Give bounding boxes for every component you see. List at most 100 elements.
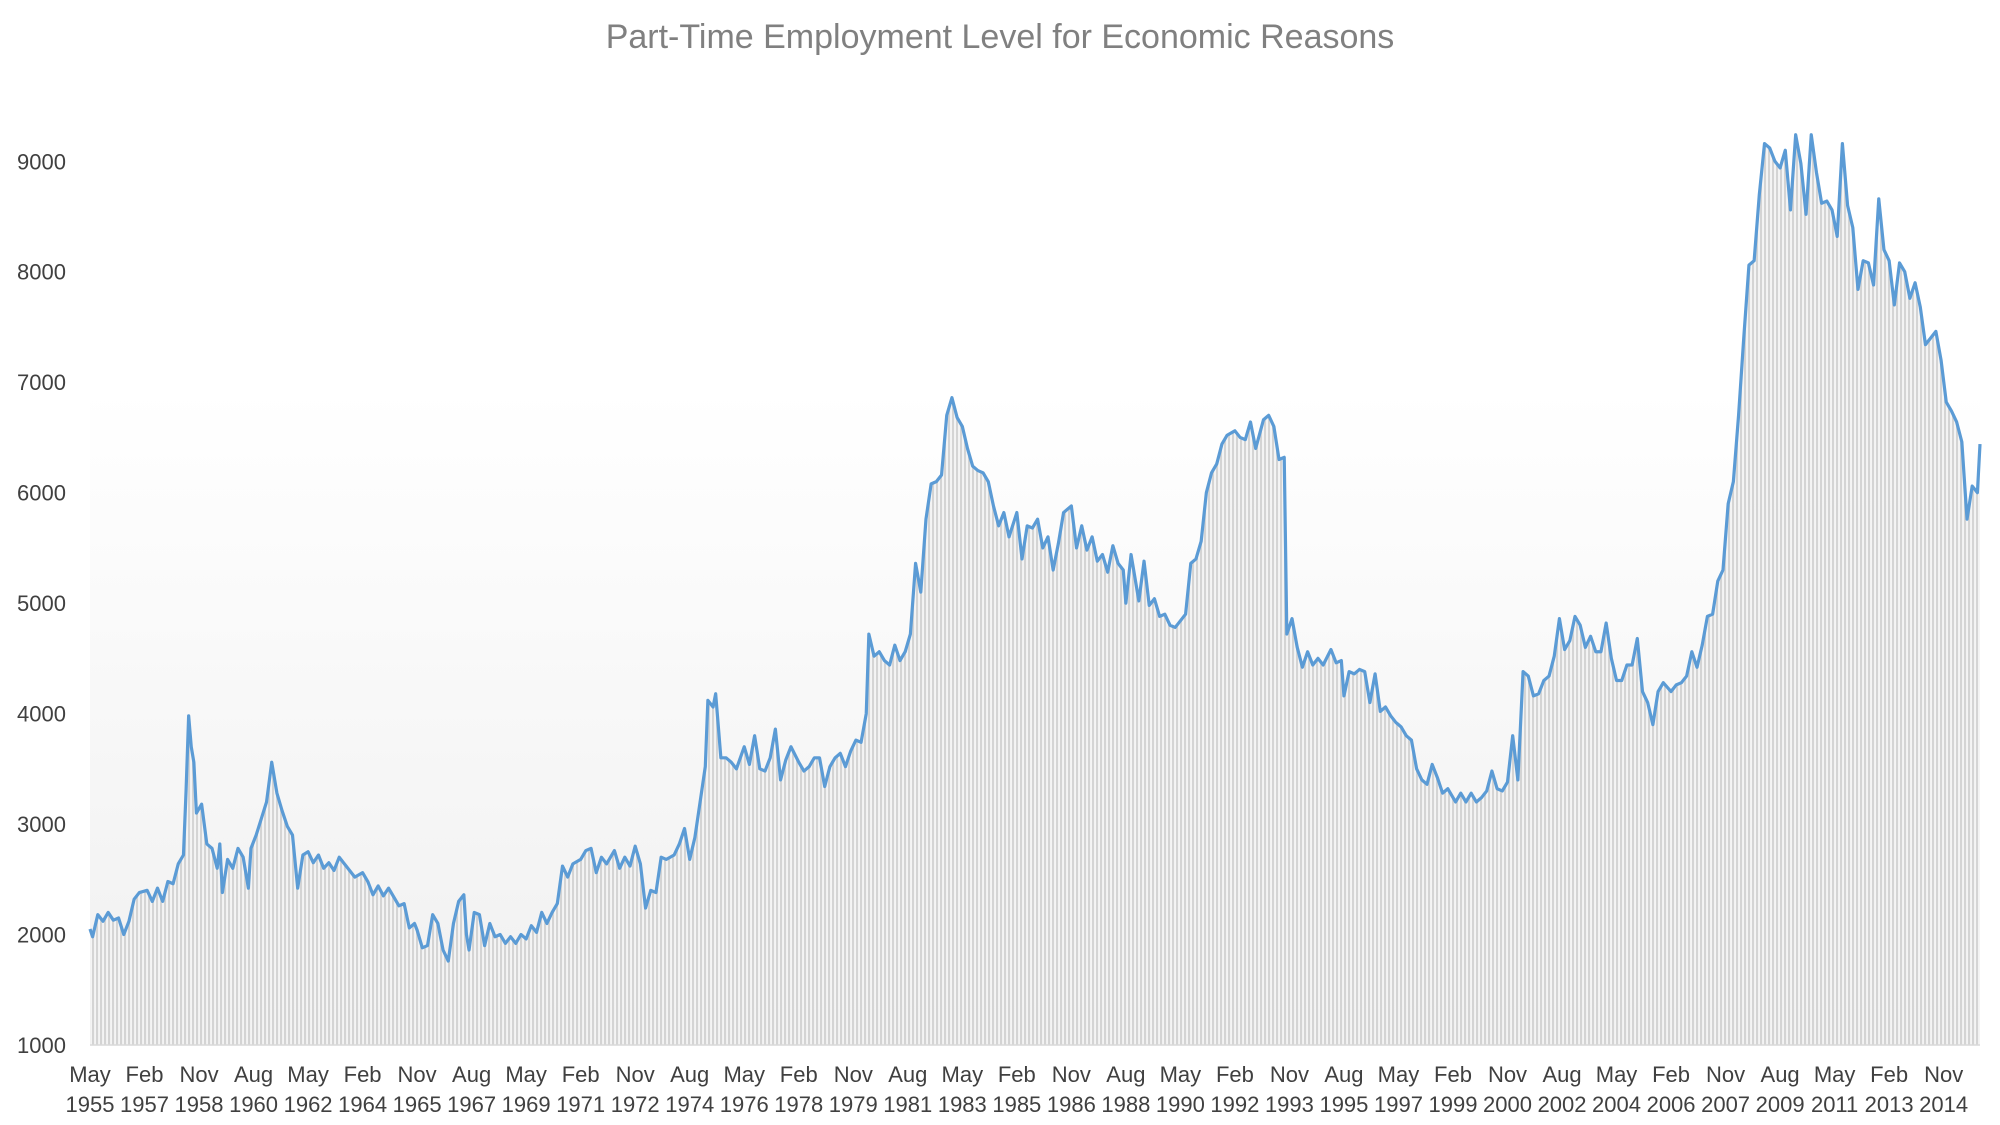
x-tick-label: Feb 1992 [1210, 1062, 1259, 1117]
x-tick-label: May 1997 [1374, 1062, 1423, 1117]
x-tick-year: 2011 [1811, 1092, 1858, 1117]
x-tick-month: Feb [1434, 1062, 1472, 1087]
x-tick-year: 1979 [829, 1092, 878, 1117]
x-tick-year: 1978 [774, 1092, 823, 1117]
y-tick-labels: 1000 2000 3000 4000 5000 6000 7000 8000 9000 [17, 149, 66, 1058]
x-tick-label: May 1969 [502, 1062, 551, 1117]
y-tick-label: 9000 [17, 149, 66, 174]
x-tick-month: Nov [1052, 1062, 1091, 1087]
x-tick-label: Feb 1978 [774, 1062, 823, 1117]
x-tick-year: 1969 [502, 1092, 551, 1117]
x-tick-label: Nov 2000 [1483, 1062, 1532, 1117]
x-tick-year: 1988 [1101, 1092, 1150, 1117]
x-tick-month: Aug [452, 1062, 491, 1087]
x-tick-month: Feb [1216, 1062, 1254, 1087]
x-tick-label: Feb 1999 [1429, 1062, 1478, 1117]
x-tick-label: Aug 2009 [1756, 1062, 1805, 1117]
x-tick-label: Aug 1974 [665, 1062, 714, 1117]
x-tick-year: 1967 [447, 1092, 496, 1117]
x-tick-month: May [287, 1062, 329, 1087]
x-tick-year: 2007 [1701, 1092, 1750, 1117]
x-tick-year: 1965 [393, 1092, 442, 1117]
x-tick-month: Aug [670, 1062, 709, 1087]
x-tick-year: 1995 [1319, 1092, 1368, 1117]
x-tick-year: 2014 [1919, 1092, 1968, 1117]
x-tick-year: 1955 [66, 1092, 115, 1117]
x-tick-month: May [1160, 1062, 1202, 1087]
x-tick-year: 2002 [1538, 1092, 1587, 1117]
x-tick-month: May [1378, 1062, 1420, 1087]
x-tick-month: Feb [1652, 1062, 1690, 1087]
x-tick-label: Nov 2007 [1701, 1062, 1750, 1117]
x-tick-label: Aug 1988 [1101, 1062, 1150, 1117]
x-tick-year: 1971 [556, 1092, 605, 1117]
x-tick-month: Nov [1270, 1062, 1309, 1087]
x-tick-label: Feb 2013 [1865, 1062, 1914, 1117]
x-tick-year: 1981 [883, 1092, 932, 1117]
chart-title: Part-Time Employment Level for Economic … [605, 18, 1395, 56]
x-tick-month: Feb [780, 1062, 818, 1087]
x-tick-label: Aug 1960 [229, 1062, 278, 1117]
x-tick-month: Aug [1542, 1062, 1581, 1087]
x-tick-label: May 1976 [720, 1062, 769, 1117]
x-tick-month: Feb [344, 1062, 382, 1087]
x-tick-year: 1972 [611, 1092, 660, 1117]
x-tick-year: 2006 [1647, 1092, 1696, 1117]
x-tick-month: Aug [1761, 1062, 1800, 1087]
x-tick-label: Feb 1957 [120, 1062, 169, 1117]
x-tick-month: Aug [1106, 1062, 1145, 1087]
x-tick-month: Nov [1924, 1062, 1963, 1087]
y-tick-label: 1000 [17, 1033, 66, 1058]
x-tick-label: Feb 1964 [338, 1062, 387, 1117]
x-tick-month: Feb [562, 1062, 600, 1087]
x-tick-year: 1960 [229, 1092, 278, 1117]
x-tick-month: Aug [234, 1062, 273, 1087]
x-tick-year: 1986 [1047, 1092, 1096, 1117]
x-tick-label: Nov 1979 [829, 1062, 878, 1117]
x-tick-year: 1990 [1156, 1092, 1205, 1117]
line-layer [88, 133, 1982, 963]
x-tick-label: Aug 2002 [1538, 1062, 1587, 1117]
x-tick-year: 2004 [1592, 1092, 1641, 1117]
x-tick-year: 1993 [1265, 1092, 1314, 1117]
x-tick-label: May 2004 [1592, 1062, 1641, 1117]
x-tick-month: May [505, 1062, 547, 1087]
x-tick-label: Nov 1965 [393, 1062, 442, 1117]
y-tick-label: 3000 [17, 812, 66, 837]
x-tick-year: 1964 [338, 1092, 387, 1117]
x-tick-year: 2013 [1865, 1092, 1914, 1117]
y-tick-label: 6000 [17, 481, 66, 506]
x-tick-month: Nov [1706, 1062, 1745, 1087]
x-tick-month: May [1814, 1062, 1856, 1087]
x-tick-label: May 1962 [284, 1062, 333, 1117]
x-tick-month: May [1596, 1062, 1638, 1087]
x-tick-year: 1958 [175, 1092, 224, 1117]
x-tick-label: Aug 1981 [883, 1062, 932, 1117]
x-tick-month: Aug [1324, 1062, 1363, 1087]
x-tick-year: 1997 [1374, 1092, 1423, 1117]
x-tick-label: May 1983 [938, 1062, 987, 1117]
x-tick-month: Nov [1488, 1062, 1527, 1087]
x-tick-year: 1985 [992, 1092, 1041, 1117]
x-tick-month: May [942, 1062, 984, 1087]
x-tick-labels: May 1955 Feb 1957 Nov 1958 Aug 1960 May 1962 Feb 19… [66, 1062, 1969, 1117]
x-tick-year: 2000 [1483, 1092, 1532, 1117]
x-tick-year: 1962 [284, 1092, 333, 1117]
x-tick-year: 1992 [1210, 1092, 1259, 1117]
x-tick-label: Aug 1995 [1319, 1062, 1368, 1117]
x-tick-year: 1974 [665, 1092, 714, 1117]
x-tick-month: Nov [398, 1062, 437, 1087]
x-tick-month: Aug [888, 1062, 927, 1087]
x-tick-year: 1983 [938, 1092, 987, 1117]
y-tick-label: 7000 [17, 370, 66, 395]
x-tick-label: Feb 1971 [556, 1062, 605, 1117]
x-tick-year: 1976 [720, 1092, 769, 1117]
x-tick-month: Feb [126, 1062, 164, 1087]
x-tick-month: Nov [179, 1062, 218, 1087]
y-tick-label: 4000 [17, 702, 66, 727]
x-tick-year: 2009 [1756, 1092, 1805, 1117]
x-tick-year: 1999 [1429, 1092, 1478, 1117]
x-tick-month: Feb [998, 1062, 1036, 1087]
